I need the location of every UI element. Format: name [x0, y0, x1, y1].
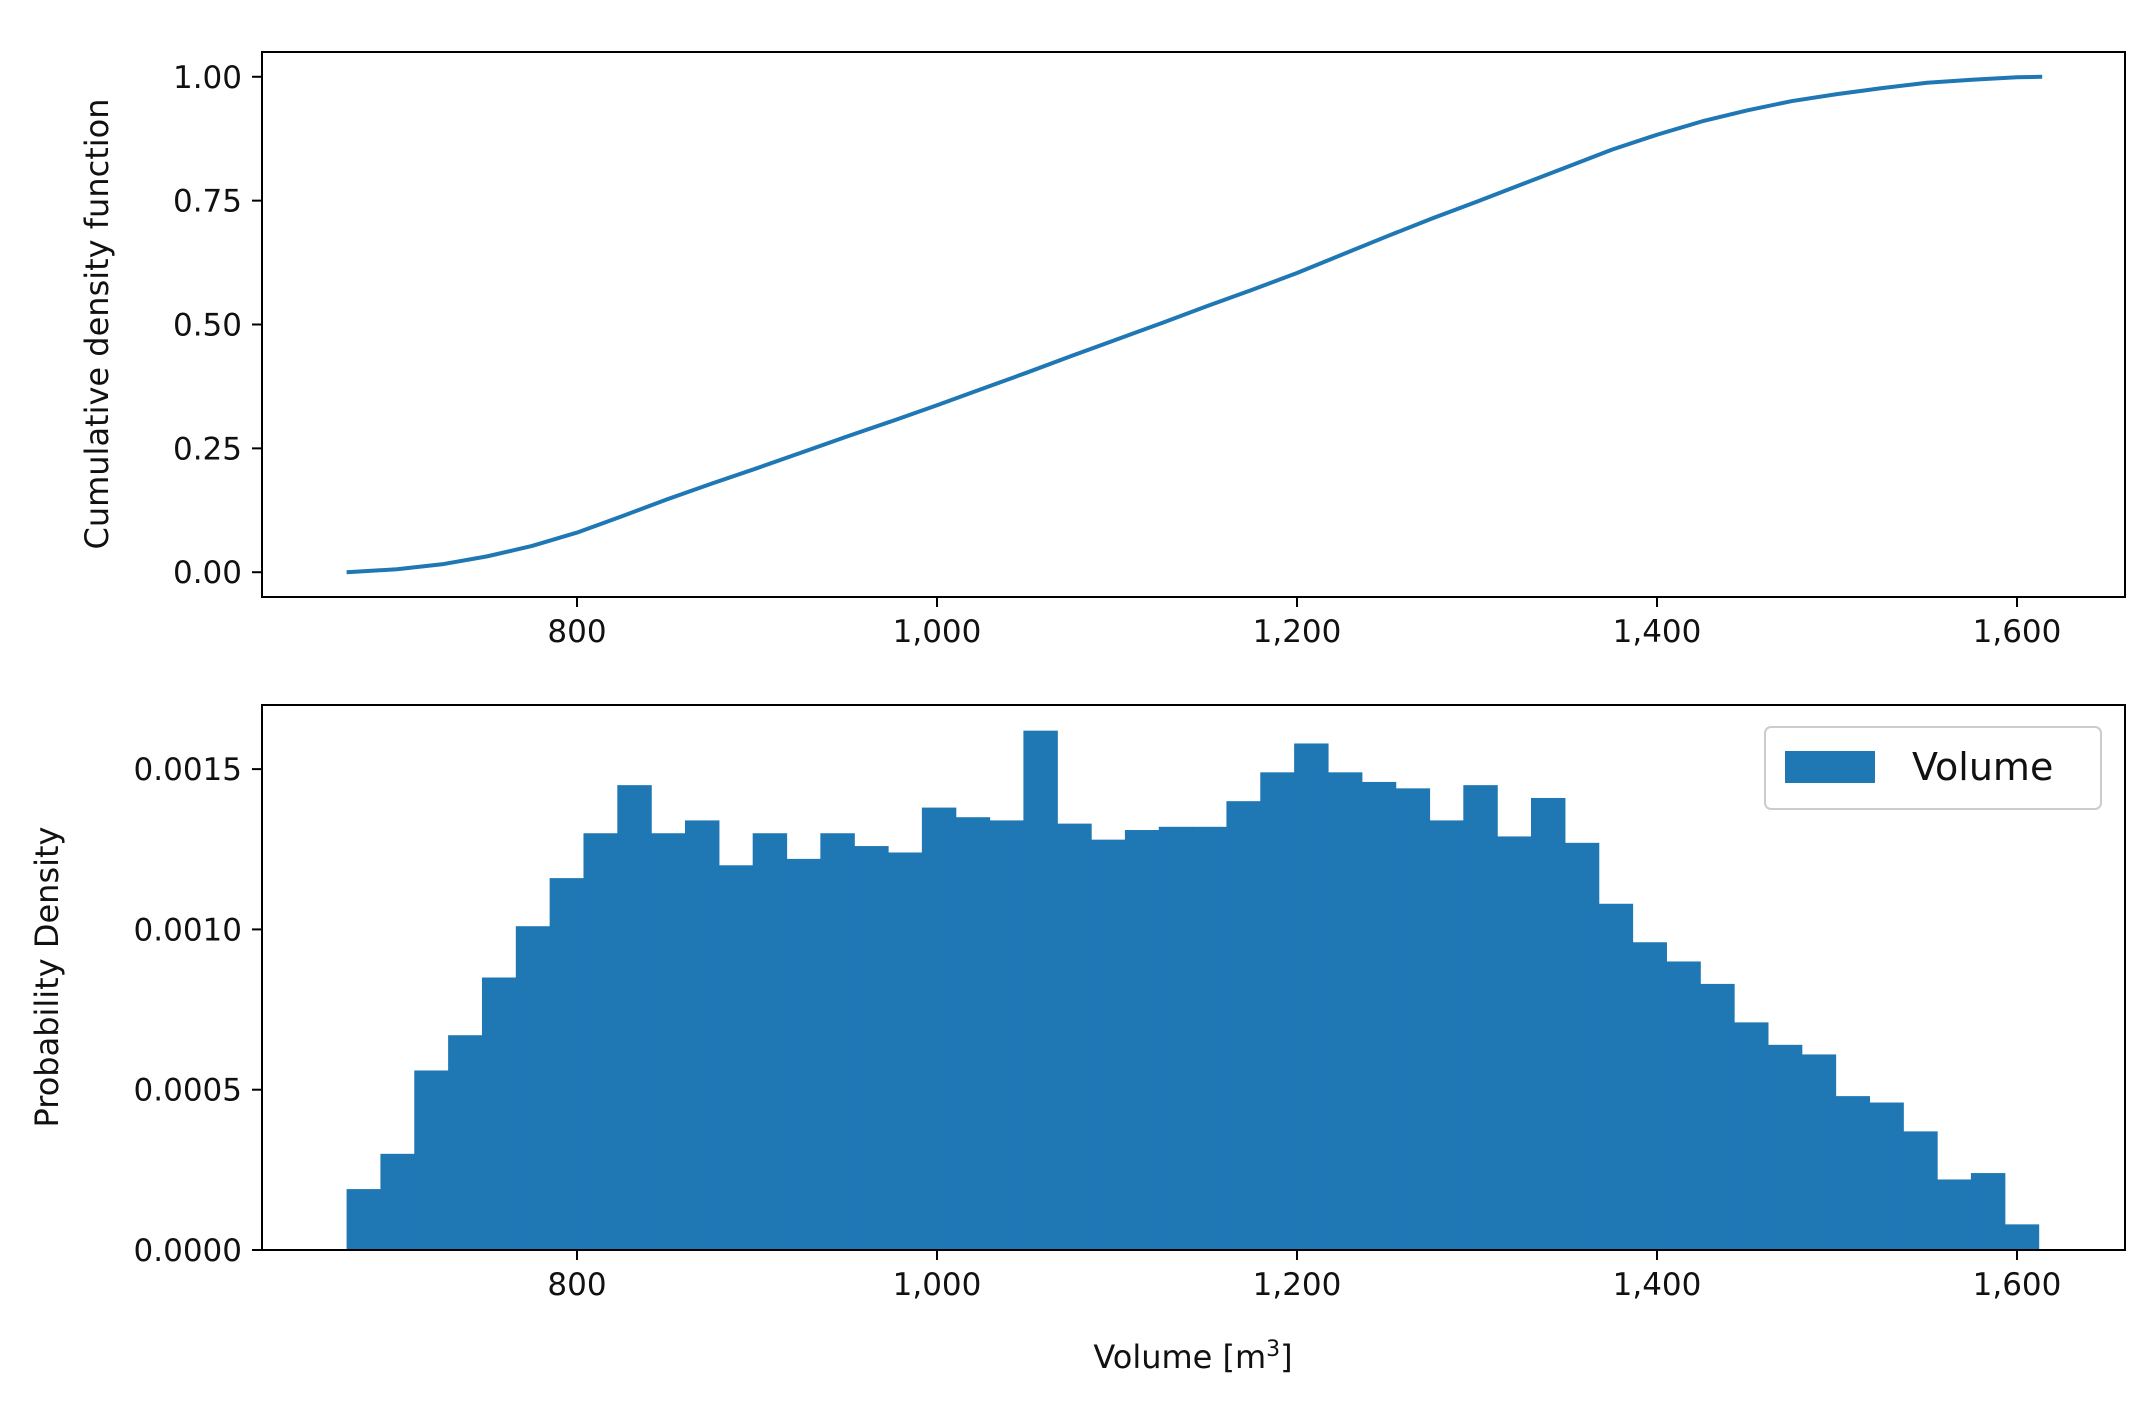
histogram-bar	[1564, 842, 1600, 1250]
histogram-bar	[1937, 1179, 1972, 1250]
histogram-bar	[1903, 1131, 1938, 1250]
histogram-bar	[346, 1189, 382, 1250]
histogram-bar	[1429, 820, 1464, 1250]
histogram-bar	[1767, 1044, 1803, 1250]
histogram-bar	[1598, 903, 1634, 1250]
histogram-bar	[1361, 781, 1397, 1250]
histogram-y-tick-label: 0.0015	[134, 752, 242, 788]
histogram-bar	[583, 833, 618, 1250]
histogram-bar	[1192, 826, 1228, 1250]
cdf-x-tick-label: 1,000	[893, 614, 982, 650]
legend-box	[1764, 726, 2102, 810]
histogram-y-tick-label: 0.0000	[134, 1233, 242, 1269]
histogram-bar	[1531, 797, 1566, 1250]
histogram-y-axis-label: Probability Density	[28, 827, 66, 1128]
cdf-y-tick-label: 0.00	[173, 555, 242, 591]
cdf-plot-area	[346, 74, 2043, 575]
cdf-line	[346, 74, 2043, 575]
histogram-x-tick-label: 1,200	[1253, 1267, 1342, 1303]
histogram-bar	[1497, 836, 1532, 1250]
cdf-x-tick-label: 800	[547, 614, 606, 650]
histogram-bar	[955, 817, 991, 1250]
cdf-axes-frame	[261, 51, 2126, 598]
histogram-bar	[786, 858, 821, 1250]
histogram-bar	[1869, 1102, 1904, 1250]
histogram-bar	[515, 926, 551, 1250]
cdf-panel: 800 1,000 1,200 1,400 1,600 0.00 0.25 0.50 0.75…	[78, 51, 2126, 650]
histogram-bar	[1395, 788, 1431, 1250]
histogram-bar	[549, 878, 585, 1250]
histogram-bar	[820, 833, 855, 1250]
histogram-bar	[481, 977, 517, 1250]
histogram-bar	[854, 846, 889, 1250]
histogram-bar	[1057, 823, 1092, 1250]
legend-swatch-volume	[1785, 751, 1875, 783]
histogram-x-tick-label: 1,000	[893, 1267, 982, 1303]
histogram-bar	[1327, 772, 1363, 1250]
histogram-bar	[448, 1035, 483, 1250]
histogram-bar	[1632, 942, 1667, 1250]
histogram-bar	[1970, 1173, 2006, 1250]
histogram-bar	[752, 833, 788, 1250]
cdf-y-axis: 0.00 0.25 0.50 0.75 1.00	[173, 60, 262, 591]
histogram-bar	[1734, 1022, 1769, 1250]
histogram-bar	[888, 852, 923, 1250]
histogram-plot-area	[346, 730, 2040, 1250]
histogram-bar	[1463, 785, 1498, 1250]
histogram-bar	[1260, 772, 1295, 1250]
histogram-bar	[1158, 826, 1194, 1250]
histogram-bar	[651, 833, 686, 1250]
histogram-bar	[2004, 1224, 2040, 1250]
histogram-bar	[380, 1153, 415, 1250]
histogram-y-tick-label: 0.0010	[134, 912, 242, 948]
histogram-x-tick-label: 800	[547, 1267, 606, 1303]
legend: Volume	[1764, 726, 2102, 810]
histogram-x-axis: 800 1,000 1,200 1,400 1,600	[547, 1250, 2061, 1303]
cdf-x-axis: 800 1,000 1,200 1,400 1,600	[547, 597, 2061, 650]
cdf-x-tick-label: 1,200	[1253, 614, 1342, 650]
histogram-bar	[1801, 1054, 1837, 1250]
histogram-bar	[1294, 743, 1329, 1250]
cdf-y-tick-label: 0.75	[173, 184, 242, 220]
histogram-x-tick-label: 1,600	[1973, 1267, 2062, 1303]
cdf-x-tick-label: 1,400	[1613, 614, 1702, 650]
cdf-y-tick-label: 1.00	[173, 60, 242, 96]
histogram-bar	[1666, 961, 1701, 1250]
histogram-panel: 800 1,000 1,200 1,400 1,600 0.00000.00050.00…	[28, 704, 2126, 1377]
histogram-y-tick-label: 0.0005	[134, 1073, 242, 1109]
histogram-x-tick-label: 1,400	[1613, 1267, 1702, 1303]
histogram-y-axis: 0.0000 0.0005 0.0010 0.0015	[134, 752, 262, 1269]
histogram-bar	[1124, 830, 1160, 1250]
histogram-bar	[989, 820, 1024, 1250]
histogram-bar	[921, 807, 957, 1250]
legend-label-volume: Volume	[1912, 745, 2053, 789]
histogram-x-axis-label: Volume [m3]	[1093, 1337, 1292, 1377]
histogram-bar	[718, 865, 754, 1250]
histogram-axes-frame	[261, 704, 2126, 1251]
cdf-y-axis-label: Cumulative density function	[78, 98, 116, 549]
histogram-bar	[414, 1070, 449, 1250]
histogram-bar	[685, 820, 720, 1250]
cdf-y-tick-label: 0.50	[173, 308, 242, 344]
histogram-bar	[1091, 839, 1126, 1250]
histogram-bar	[1023, 730, 1058, 1250]
histogram-bar	[1835, 1096, 1870, 1250]
cdf-x-tick-label: 1,600	[1973, 614, 2062, 650]
histogram-bar	[1700, 983, 1735, 1250]
cdf-y-tick-label: 0.25	[173, 431, 242, 467]
histogram-bar	[617, 785, 652, 1250]
histogram-bar	[1226, 801, 1261, 1250]
